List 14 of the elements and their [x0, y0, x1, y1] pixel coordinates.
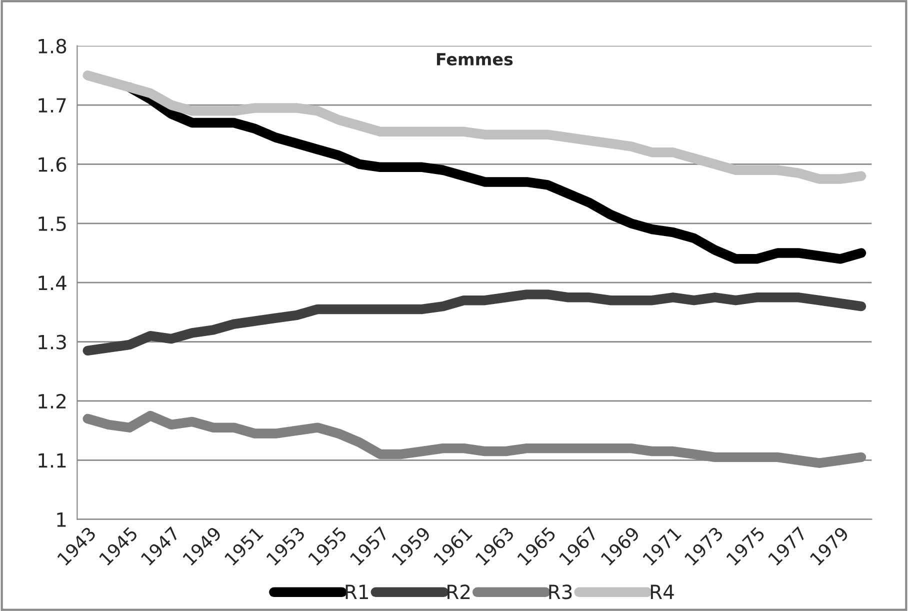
legend-label: R2	[448, 584, 470, 599]
legend-label: R4	[650, 584, 674, 599]
y-tick-label: 1.1	[38, 453, 66, 468]
legend-label: R1	[346, 584, 368, 599]
y-tick-label: 1.3	[38, 334, 66, 350]
y-tick-label: 1.6	[38, 157, 66, 172]
y-tick-label: 1.5	[38, 216, 66, 232]
y-tick-label: 1.2	[38, 394, 66, 408]
y-tick-label: 1.7	[38, 98, 66, 112]
chart-title: Femmes	[436, 53, 513, 66]
y-tick-label: 1.8	[38, 38, 66, 54]
y-tick-label: 1	[57, 512, 66, 527]
legend-label: R3	[549, 584, 572, 600]
y-tick-label: 1.4	[38, 276, 66, 290]
